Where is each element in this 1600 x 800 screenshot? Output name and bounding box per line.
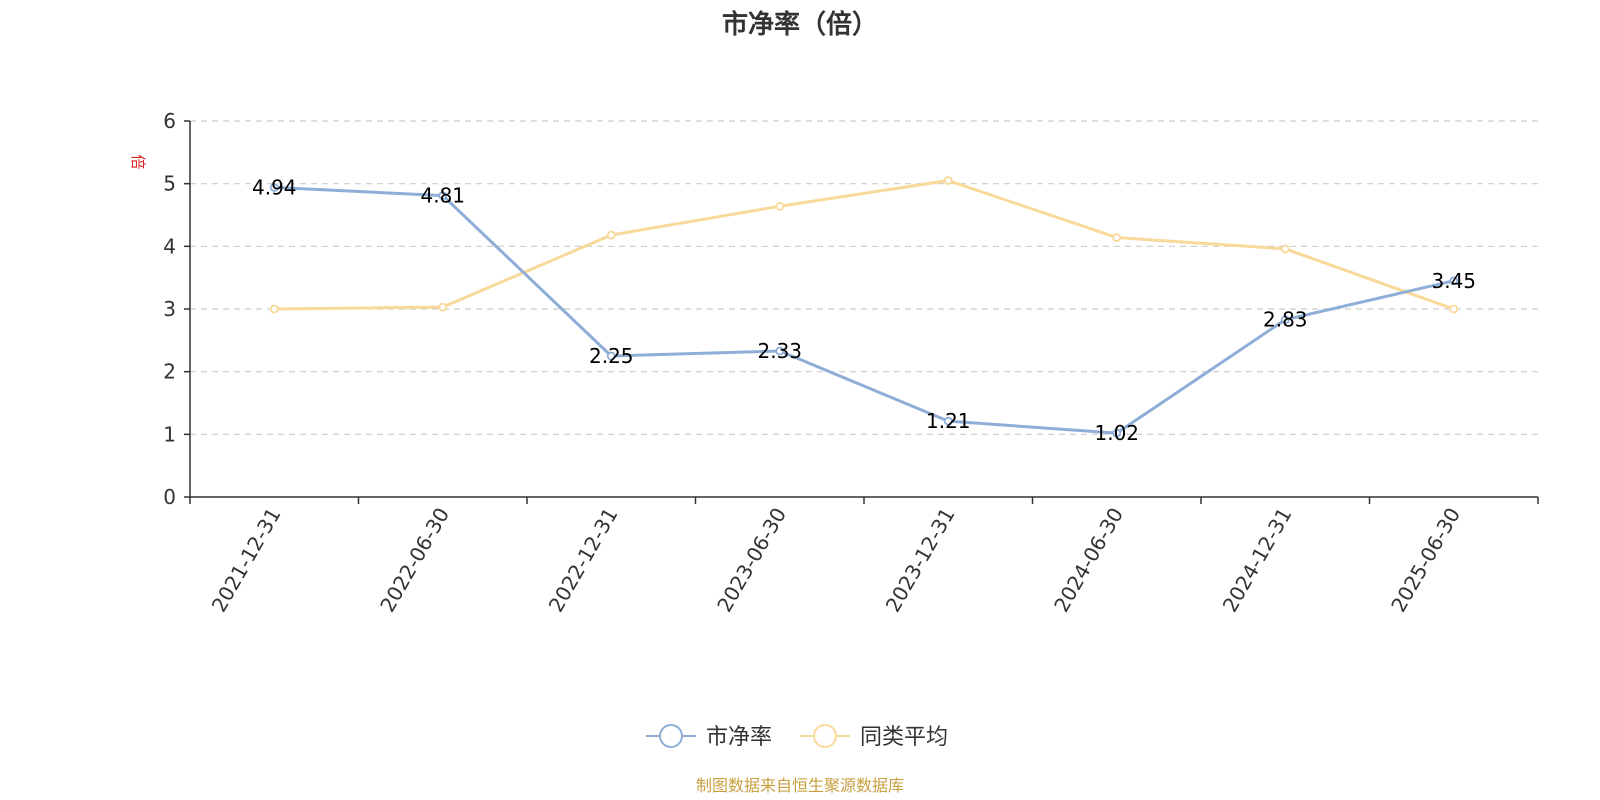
y-tick-label: 4 bbox=[163, 234, 176, 258]
legend-marker-icon bbox=[813, 724, 837, 748]
data-point[interactable] bbox=[1112, 233, 1122, 242]
y-tick-label: 6 bbox=[163, 109, 176, 133]
legend-item-1[interactable]: 同类平均 bbox=[800, 724, 948, 750]
data-point[interactable] bbox=[438, 302, 448, 312]
data-point[interactable] bbox=[1112, 428, 1122, 438]
chart-title: 市净率（倍） bbox=[722, 9, 878, 40]
data-point[interactable] bbox=[606, 351, 616, 361]
data-point[interactable] bbox=[1449, 276, 1459, 286]
data-label: 1.02 bbox=[1094, 421, 1139, 445]
x-tick-label: 2025-06-30 bbox=[1386, 504, 1465, 617]
legend-marker-icon bbox=[659, 724, 683, 748]
x-tick-label: 2023-06-30 bbox=[712, 504, 791, 617]
x-tick-label: 2022-06-30 bbox=[375, 504, 454, 617]
x-tick-label: 2022-12-31 bbox=[544, 504, 623, 617]
data-point[interactable] bbox=[269, 304, 279, 314]
legend-label: 同类平均 bbox=[860, 725, 948, 750]
data-point[interactable] bbox=[438, 191, 448, 200]
y-tick-label: 1 bbox=[163, 422, 176, 446]
y-axis-unit: 倍 bbox=[129, 154, 147, 169]
x-tick-label: 2023-12-31 bbox=[881, 504, 960, 617]
data-point[interactable] bbox=[269, 183, 279, 192]
x-tick-label: 2024-06-30 bbox=[1049, 504, 1128, 617]
data-point[interactable] bbox=[775, 201, 785, 211]
legend[interactable]: 市净率 同类平均 bbox=[646, 724, 948, 750]
series-line-0 bbox=[274, 185, 1455, 435]
data-label: 3.45 bbox=[1431, 269, 1476, 293]
data-point[interactable] bbox=[943, 176, 953, 185]
data-label: 4.81 bbox=[420, 184, 465, 208]
data-point[interactable] bbox=[1280, 244, 1290, 254]
y-tick-label: 0 bbox=[163, 485, 176, 509]
gridlines bbox=[190, 120, 1538, 435]
data-point[interactable] bbox=[1280, 315, 1290, 325]
axes: 0 1 2 3 4 5 6 2021-12-31 2022-06-30 2022-12-31 202… bbox=[163, 109, 1539, 617]
data-label: 2.83 bbox=[1263, 308, 1308, 332]
x-tick-label: 2024-12-31 bbox=[1218, 504, 1297, 617]
legend-item-0[interactable]: 市净率 bbox=[646, 724, 772, 750]
legend-label: 市净率 bbox=[706, 725, 772, 750]
data-point[interactable] bbox=[943, 416, 953, 426]
y-tick-label: 2 bbox=[163, 360, 176, 384]
y-tick-label: 3 bbox=[163, 297, 176, 321]
series-line-1 bbox=[274, 179, 1455, 311]
data-point[interactable] bbox=[1449, 304, 1459, 314]
x-tick-label: 2021-12-31 bbox=[207, 504, 286, 617]
source-note: 制图数据来自恒生聚源数据库 bbox=[696, 776, 904, 795]
series-lines bbox=[269, 176, 1459, 438]
data-label: 1.21 bbox=[926, 409, 971, 433]
y-tick-label: 5 bbox=[163, 172, 176, 196]
data-point[interactable] bbox=[606, 230, 616, 240]
data-label: 2.25 bbox=[589, 344, 634, 368]
data-labels: 4.94 4.81 2.25 2.33 1.21 1.02 2.83 3.45 bbox=[252, 175, 1476, 445]
data-label: 2.33 bbox=[757, 339, 802, 363]
data-point[interactable] bbox=[775, 346, 785, 356]
data-label: 4.94 bbox=[252, 175, 297, 199]
